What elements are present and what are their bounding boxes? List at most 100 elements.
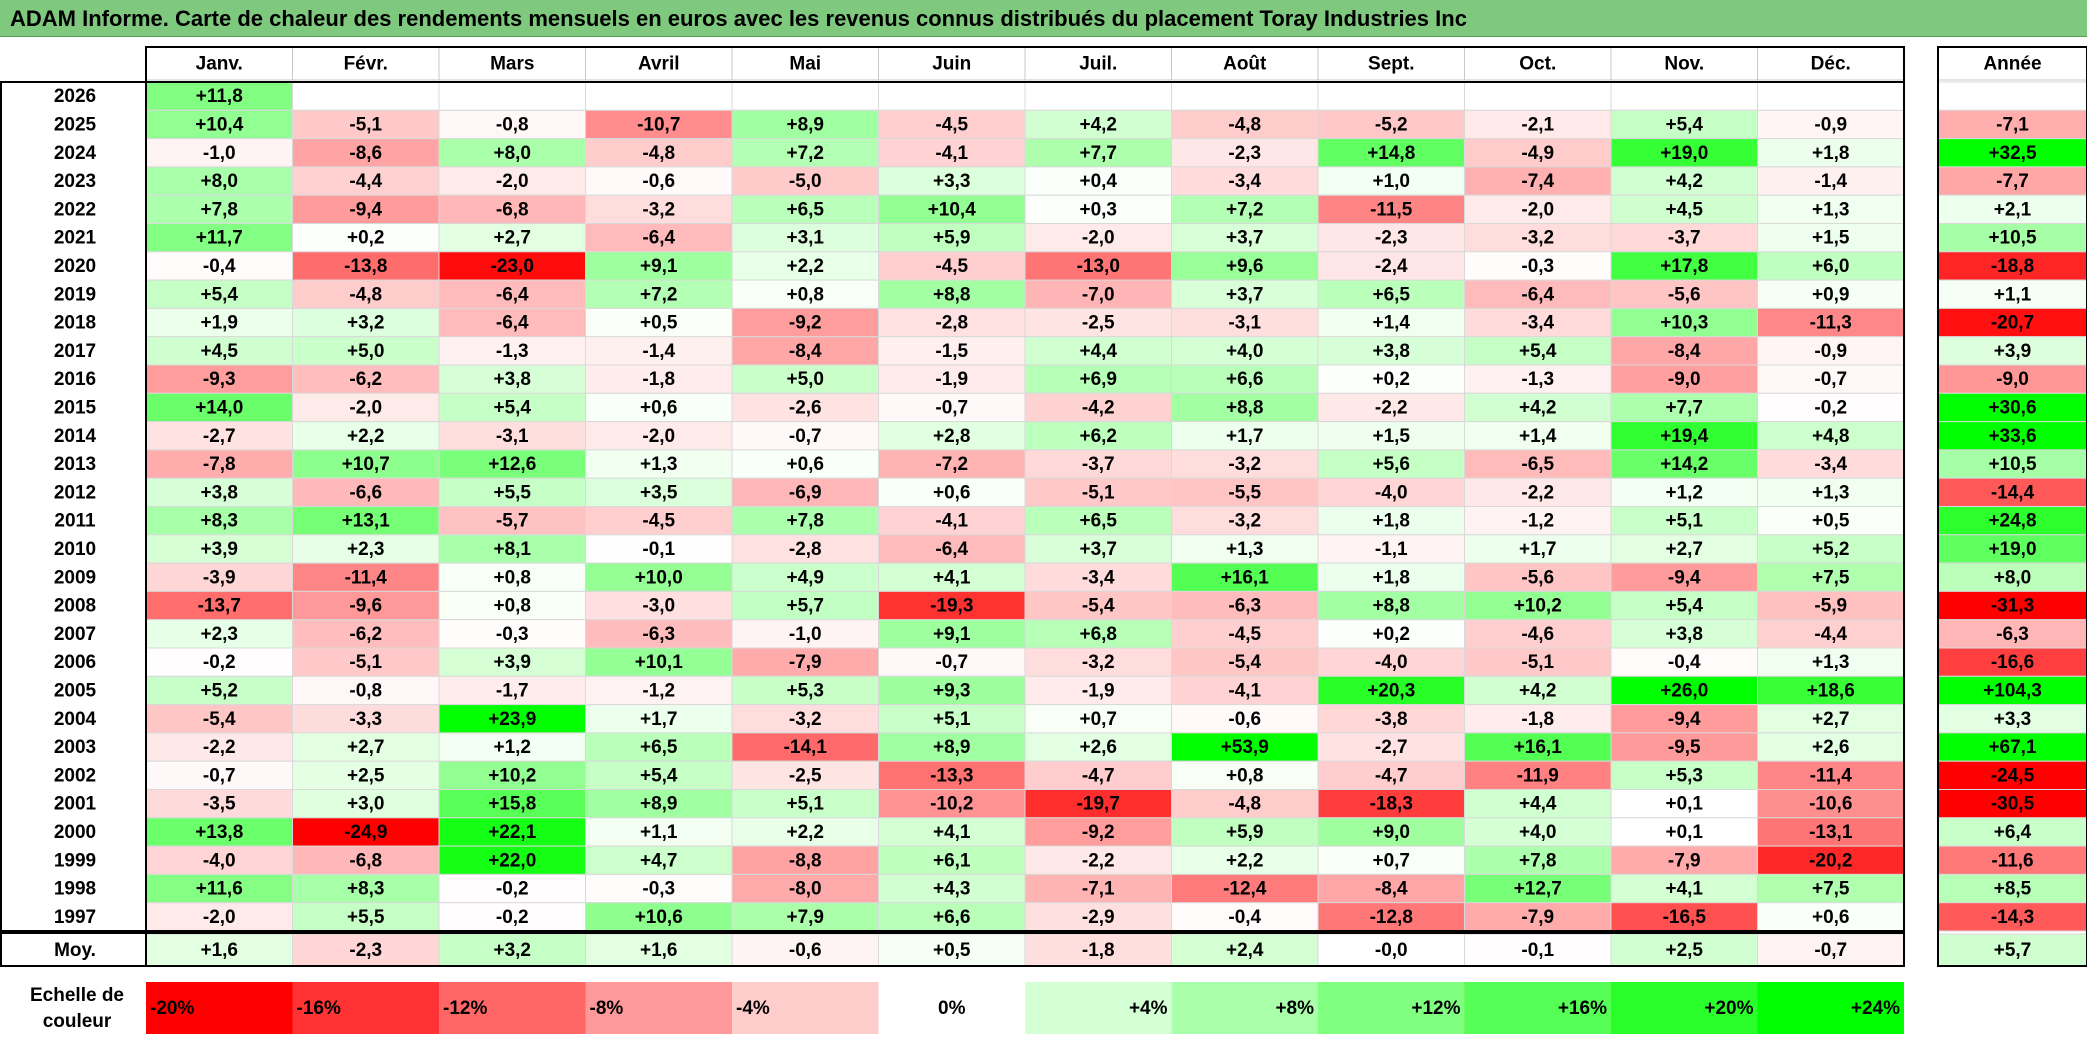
heatmap-cell: [1757, 704, 1905, 734]
heatmap-cell: [1610, 647, 1758, 677]
heatmap-cell-value: -2,3: [1375, 228, 1408, 249]
heatmap-cell-value: -1,0: [789, 624, 822, 645]
heatmap-cell-value: -5,4: [1082, 596, 1115, 617]
heatmap-cell-value: +10,3: [1660, 313, 1708, 334]
heatmap-cell: [145, 675, 293, 706]
year-total-value: +19,0: [1988, 539, 2036, 560]
heatmap-cell-value: +8,1: [493, 539, 531, 560]
heatmap-cell: [1171, 279, 1319, 309]
row-year-label: 2013: [54, 454, 96, 475]
heatmap-cell: [878, 845, 1026, 875]
heatmap-cell: [585, 223, 733, 253]
heatmap-cell-value: +4,9: [786, 567, 824, 588]
heatmap-cell-value: -0,8: [349, 680, 382, 701]
heatmap-cell-value: -0,7: [203, 765, 236, 786]
color-scale-swatch: [1757, 982, 1904, 1034]
heatmap-cell: [878, 81, 1026, 111]
heatmap-cell: [292, 336, 440, 366]
color-scale-stop-label: +20%: [1704, 998, 1753, 1019]
heatmap-cell-value: +2,7: [493, 228, 531, 249]
heatmap-cell-value: -2,2: [1521, 482, 1554, 503]
heatmap-cell: [438, 421, 586, 451]
heatmap-cell-value: -0,7: [935, 652, 968, 673]
heatmap-cell-value: +1,2: [1665, 482, 1703, 503]
heatmap-cell-value: -1,7: [496, 680, 529, 701]
heatmap-cell-value: +4,5: [200, 341, 238, 362]
year-total-cell: [1937, 732, 2087, 762]
heatmap-cell-value: -1,8: [642, 369, 675, 390]
heatmap-cell-value: +1,4: [1372, 313, 1410, 334]
heatmap-cell-value: +4,4: [1079, 341, 1117, 362]
heatmap-cell-value: -9,2: [1082, 822, 1115, 843]
heatmap-cell: [1024, 138, 1172, 168]
heatmap-cell: [1757, 138, 1905, 168]
row-year-label: 2015: [54, 397, 97, 418]
heatmap-cell: [438, 251, 586, 281]
heatmap-cell: [438, 619, 586, 649]
heatmap-cell-value: -9,6: [349, 596, 382, 617]
heatmap-cell-value: +1,7: [640, 709, 678, 730]
heatmap-cell: [731, 279, 879, 309]
row-year-label: 2006: [54, 652, 96, 673]
heatmap-cell: [292, 138, 440, 168]
heatmap-cell: [1317, 562, 1465, 592]
heatmap-cell: [585, 449, 733, 479]
heatmap-cell-value: +1,9: [200, 313, 238, 334]
heatmap-cell-value: +4,1: [933, 567, 971, 588]
heatmap-cell: [1757, 336, 1905, 366]
row-year-label: 2011: [54, 511, 96, 532]
heatmap-cell-value: -8,4: [1668, 341, 1701, 362]
heatmap-cell: [1024, 562, 1172, 592]
heatmap-cell-value: -2,2: [1082, 850, 1115, 871]
heatmap-cell: [1757, 789, 1905, 819]
heatmap-cell-value: +5,5: [493, 482, 531, 503]
heatmap-cell-value: +9,1: [933, 624, 971, 645]
year-total-cell: [1937, 675, 2087, 706]
heatmap-cell-value: +1,2: [493, 737, 531, 758]
heatmap-cell: [1464, 81, 1612, 111]
year-total-value: +2,1: [1994, 199, 2032, 220]
row-year-label: 2004: [54, 709, 97, 730]
title-bar: ADAM Informe. Carte de chaleur des rende…: [0, 0, 2087, 37]
heatmap-cell-value: +6,1: [933, 850, 971, 871]
heatmap-cell-value: +19,0: [1660, 143, 1708, 164]
heatmap-cell-value: +2,5: [347, 765, 385, 786]
heatmap-cell: [292, 364, 440, 394]
heatmap-cell-value: -2,7: [1375, 737, 1408, 758]
heatmap-cell-value: +5,6: [1372, 454, 1410, 475]
heatmap-cell: [1171, 251, 1319, 281]
heatmap-cell-value: -6,8: [496, 199, 529, 220]
heatmap-cell-value: -4,6: [1521, 624, 1554, 645]
heatmap-cell-value: +0,5: [1812, 511, 1850, 532]
heatmap-cell-value: +8,8: [933, 284, 971, 305]
average-cell-value: +3,2: [493, 940, 531, 961]
year-total-value: -7,7: [1996, 171, 2029, 192]
heatmap-cell: [731, 590, 879, 621]
heatmap-cell-value: -0,3: [496, 624, 529, 645]
heatmap-cell-value: -13,7: [198, 596, 241, 617]
heatmap-cell: [1610, 619, 1758, 649]
heatmap-cell-value: +14,0: [195, 397, 243, 418]
heatmap-cell-value: +8,3: [200, 511, 238, 532]
heatmap-cell: [1610, 817, 1758, 847]
heatmap-cell: [438, 789, 586, 819]
heatmap-cell-value: -0,2: [203, 652, 236, 673]
year-total-value: -16,6: [1991, 652, 2034, 673]
heatmap-cell-value: +3,7: [1226, 284, 1264, 305]
heatmap-cell: [585, 760, 733, 791]
heatmap-cell: [1464, 109, 1612, 140]
heatmap-cell-value: +9,6: [1226, 256, 1264, 277]
heatmap-cell: [585, 619, 733, 649]
heatmap-cell-value: +5,1: [1665, 511, 1703, 532]
heatmap-cell: [878, 817, 1026, 847]
rows-frame: [0, 81, 1905, 932]
row-year-label: 2007: [54, 624, 96, 645]
heatmap-cell-value: -0,7: [789, 426, 822, 447]
heatmap-cell-value: -4,4: [349, 171, 382, 192]
heatmap-cell-value: -5,1: [1082, 482, 1115, 503]
heatmap-cell: [1610, 534, 1758, 564]
row-year-label: 1999: [54, 850, 96, 871]
heatmap-cell: [1464, 392, 1612, 423]
color-scale-swatch: [1025, 982, 1172, 1034]
heatmap-cell-value: -1,0: [203, 143, 236, 164]
